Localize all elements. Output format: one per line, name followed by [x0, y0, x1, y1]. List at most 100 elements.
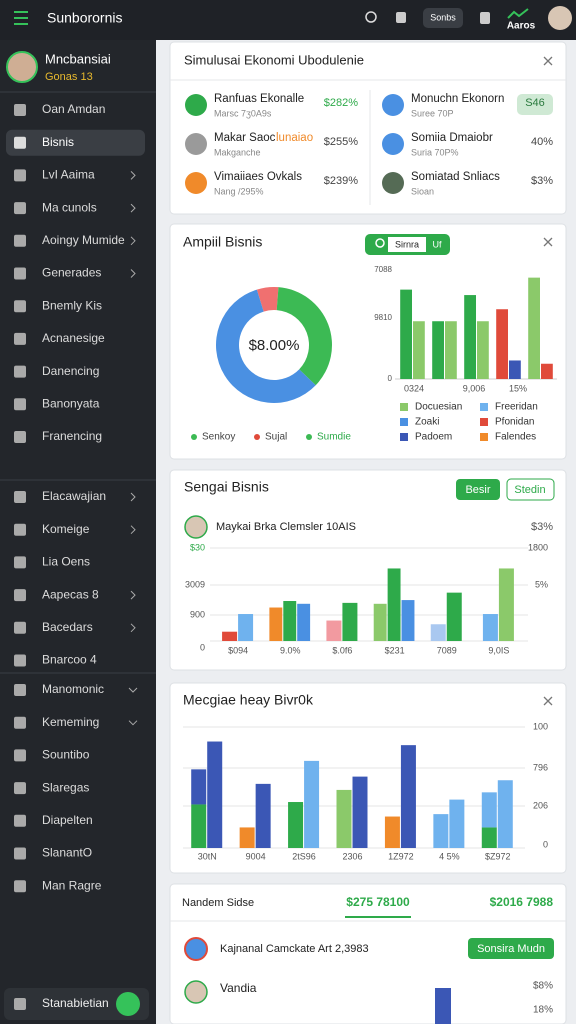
legend-swatch: [480, 433, 488, 441]
menu-item[interactable]: Acnanesige: [42, 331, 105, 345]
tab[interactable]: Nandem Sidse: [182, 897, 254, 909]
item-name: Somiatad Snliacs: [411, 171, 500, 183]
bar: [446, 592, 462, 641]
menu-item[interactable]: Man Ragre: [42, 878, 102, 892]
menu-item[interactable]: Ma cunols: [42, 200, 97, 214]
item-icon: [382, 94, 404, 116]
menu-item[interactable]: Slaregas: [42, 780, 89, 794]
menu-item[interactable]: Elacawajian: [42, 489, 106, 503]
menu-item[interactable]: SlanantO: [42, 846, 92, 860]
menu-item[interactable]: Bnemly Kis: [42, 298, 102, 312]
app-title: Sunborornis: [47, 10, 123, 26]
x-label: 0324: [404, 383, 424, 393]
search-icon[interactable]: [365, 11, 377, 23]
doc-icon[interactable]: [396, 12, 406, 23]
x-label: $094: [228, 645, 248, 655]
legend-swatch: [400, 418, 408, 426]
item-icon: [185, 94, 207, 116]
row-value: $8%: [533, 981, 553, 992]
card: [169, 883, 567, 1024]
close-button[interactable]: [543, 56, 553, 66]
bar: [238, 614, 254, 641]
card-title: Sengai Bisnis: [184, 479, 269, 495]
menu-item[interactable]: Diapelten: [42, 813, 93, 827]
button-label[interactable]: Stedin: [514, 484, 545, 496]
x-label: $Z972: [485, 851, 511, 861]
legend-label: Freeridan: [495, 402, 538, 413]
menu-item[interactable]: Aoingy Mumide: [42, 233, 125, 247]
user-name: Mncbansiai: [45, 51, 111, 66]
menu-item[interactable]: Sountibo: [42, 748, 90, 762]
menu-item[interactable]: Franencing: [42, 429, 102, 443]
menu-active-bg[interactable]: [6, 129, 145, 156]
bar: [297, 603, 311, 641]
menu-item[interactable]: Bisnis: [42, 135, 74, 149]
item-name: Monuchn Ekonorn: [411, 93, 504, 105]
card-title: Mecgiae heay Bivr0k: [183, 692, 314, 708]
x-label: $231: [385, 645, 405, 655]
menu-item[interactable]: Komeige: [42, 522, 90, 536]
menu-item[interactable]: Aapecas 8: [42, 587, 99, 601]
menu-item[interactable]: Bacedars: [42, 620, 93, 634]
menu-item[interactable]: Bnarcoo 4: [42, 653, 97, 667]
button-label[interactable]: Besir: [465, 484, 490, 496]
button[interactable]: [506, 478, 555, 501]
item-icon: [185, 172, 207, 194]
footer-icon: [14, 998, 26, 1010]
footer-button[interactable]: [116, 992, 140, 1016]
tab[interactable]: $275 78100: [346, 895, 410, 909]
top-button-label[interactable]: Sonbs: [430, 12, 456, 22]
bar: [477, 321, 489, 379]
bar: [384, 816, 400, 848]
axis-label: 206: [533, 800, 548, 810]
row-value: $3%: [531, 521, 553, 533]
top-button[interactable]: [423, 8, 463, 28]
bar: [326, 620, 342, 641]
button[interactable]: [468, 938, 554, 959]
button[interactable]: [456, 479, 500, 500]
tab[interactable]: $2016 7988: [490, 895, 554, 909]
legend-dot: [191, 434, 197, 440]
legend-label: Docuesian: [415, 402, 462, 413]
chevron: [130, 171, 136, 180]
avatar[interactable]: [548, 6, 572, 30]
axis-label: 900: [190, 609, 205, 619]
legend-label: Sumdie: [317, 432, 351, 443]
axis-label: 1800: [528, 542, 548, 552]
avatar: [184, 937, 208, 961]
axis-label: 100: [533, 721, 548, 731]
menu-icon: [14, 300, 26, 313]
bar: [481, 827, 497, 848]
footer-label: Stanabietian: [42, 996, 109, 1010]
menu-item[interactable]: Danencing: [42, 364, 99, 378]
card-title: Ampiil Bisnis: [183, 234, 262, 250]
bar-decoration: [435, 988, 451, 1024]
close-button[interactable]: [543, 696, 553, 706]
bar: [433, 814, 449, 848]
menu-item[interactable]: Manomonic: [42, 682, 104, 696]
item-sub: Makganche: [214, 147, 261, 157]
menu-item[interactable]: Generades: [42, 266, 101, 280]
bar: [413, 321, 425, 379]
menu-icon: [14, 589, 26, 602]
menu-item[interactable]: Banonyata: [42, 396, 100, 410]
menu-item[interactable]: Lia Oens: [42, 555, 90, 569]
close-button[interactable]: [543, 237, 553, 247]
chevron: [130, 492, 136, 502]
lock-icon[interactable]: [480, 12, 490, 24]
menu-item[interactable]: Oan Amdan: [42, 102, 105, 116]
menu-icon: [14, 814, 26, 827]
x-label: 9,0IS: [488, 645, 509, 655]
menu-item[interactable]: Kememing: [42, 715, 99, 729]
axis-label: 0: [200, 642, 205, 652]
bar: [481, 792, 497, 828]
button-label[interactable]: Sonsira Mudn: [477, 943, 545, 955]
donut-segment: [216, 289, 316, 403]
menu-item[interactable]: LvI Aaima: [42, 168, 95, 182]
legend-label: Senkoy: [202, 432, 235, 443]
menu-icon: [14, 136, 26, 149]
axis-label: 3009: [185, 579, 205, 589]
bar: [464, 295, 476, 379]
avatar: [184, 980, 208, 1004]
